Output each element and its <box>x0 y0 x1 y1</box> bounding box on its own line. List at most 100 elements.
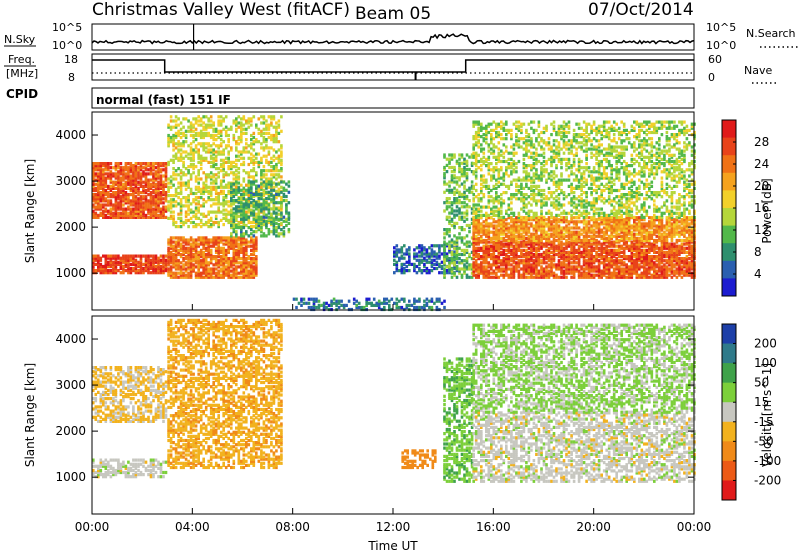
power-cell <box>470 186 474 190</box>
power-cell <box>435 305 439 310</box>
power-cell <box>565 250 568 254</box>
power-cell <box>688 242 691 246</box>
power-cell <box>212 275 215 279</box>
power-cell <box>398 269 401 273</box>
power-cell <box>187 179 190 183</box>
power-cell <box>537 261 541 265</box>
power-cell <box>665 267 669 271</box>
power-cell <box>505 257 508 261</box>
power-cell <box>189 275 193 279</box>
power-cell <box>443 174 446 178</box>
power-cell <box>413 252 416 256</box>
power-cell <box>134 271 138 275</box>
power-cell <box>423 269 426 273</box>
power-cell <box>182 240 185 244</box>
power-cell <box>522 255 526 259</box>
power-cell <box>587 267 591 271</box>
power-cell <box>262 191 266 196</box>
power-cell <box>262 127 266 131</box>
power-cell <box>187 248 190 252</box>
power-cell <box>235 255 238 259</box>
power-cell <box>660 271 664 275</box>
power-cell <box>137 186 140 190</box>
power-cell <box>310 297 313 301</box>
power-cell <box>450 271 454 275</box>
power-cell <box>250 144 253 148</box>
power-cell <box>174 265 178 269</box>
power-cell <box>109 211 113 215</box>
power-cell <box>114 182 118 186</box>
power-cell <box>194 191 198 196</box>
power-cell <box>104 184 108 188</box>
power-cell <box>197 152 200 156</box>
power-cell <box>465 163 469 167</box>
power-cell <box>219 133 223 138</box>
power-cell <box>172 140 175 144</box>
power-cell <box>495 263 498 267</box>
power-cell <box>597 263 601 267</box>
power-cell <box>147 203 150 207</box>
power-cell <box>104 164 108 168</box>
power-cell <box>252 140 256 144</box>
power-cell <box>154 215 158 219</box>
power-cell <box>572 265 576 269</box>
date-label: 07/Oct/2014 <box>588 0 694 20</box>
power-cell <box>275 131 278 135</box>
power-cell <box>177 225 180 229</box>
power-cell <box>658 261 661 265</box>
power-cell <box>99 264 103 269</box>
power-cell <box>490 244 493 248</box>
power-cell <box>267 125 271 129</box>
power-cell <box>144 266 148 271</box>
power-cell <box>275 150 278 154</box>
power-cell <box>260 131 263 135</box>
power-cell <box>690 263 694 267</box>
power-cell <box>550 267 553 271</box>
power-cell <box>92 211 95 215</box>
power-cell <box>675 244 679 248</box>
power-cell <box>104 191 108 195</box>
power-cell <box>582 246 586 250</box>
power-cell <box>192 200 195 204</box>
power-cell <box>232 119 236 123</box>
power-cell <box>235 269 238 273</box>
power-cell <box>187 263 190 267</box>
power-cell <box>567 240 571 244</box>
freq-line <box>92 59 694 73</box>
power-cell <box>214 202 218 206</box>
power-cell <box>480 222 483 226</box>
power-cell <box>610 275 613 279</box>
power-cell <box>438 248 441 252</box>
power-cell <box>252 248 256 252</box>
power-cell <box>550 261 553 265</box>
power-cell <box>242 115 246 119</box>
power-cell <box>252 269 256 273</box>
power-cell <box>232 230 236 234</box>
power-cell <box>482 240 486 244</box>
power-cell <box>435 256 439 260</box>
power-cell <box>164 168 168 172</box>
power-cell <box>507 240 511 244</box>
power-cell <box>275 177 278 181</box>
power-cell <box>560 252 563 257</box>
power-cell <box>562 265 566 269</box>
power-cell <box>585 273 588 277</box>
power-cell <box>147 182 150 186</box>
power-cell <box>472 263 475 267</box>
power-cell <box>675 275 679 279</box>
power-cell <box>209 171 213 175</box>
power-cell <box>189 148 193 152</box>
power-cell <box>245 273 248 277</box>
power-cell <box>224 261 228 265</box>
power-cell <box>247 144 251 148</box>
power-cell <box>157 191 160 195</box>
power-cell <box>660 242 664 246</box>
power-cell <box>179 246 183 250</box>
power-cell <box>92 184 95 188</box>
power-cell <box>227 250 230 254</box>
power-cell <box>219 210 223 214</box>
power-cell <box>435 297 439 301</box>
power-cell <box>400 254 404 258</box>
power-cell <box>337 305 341 310</box>
power-cell <box>277 160 281 164</box>
